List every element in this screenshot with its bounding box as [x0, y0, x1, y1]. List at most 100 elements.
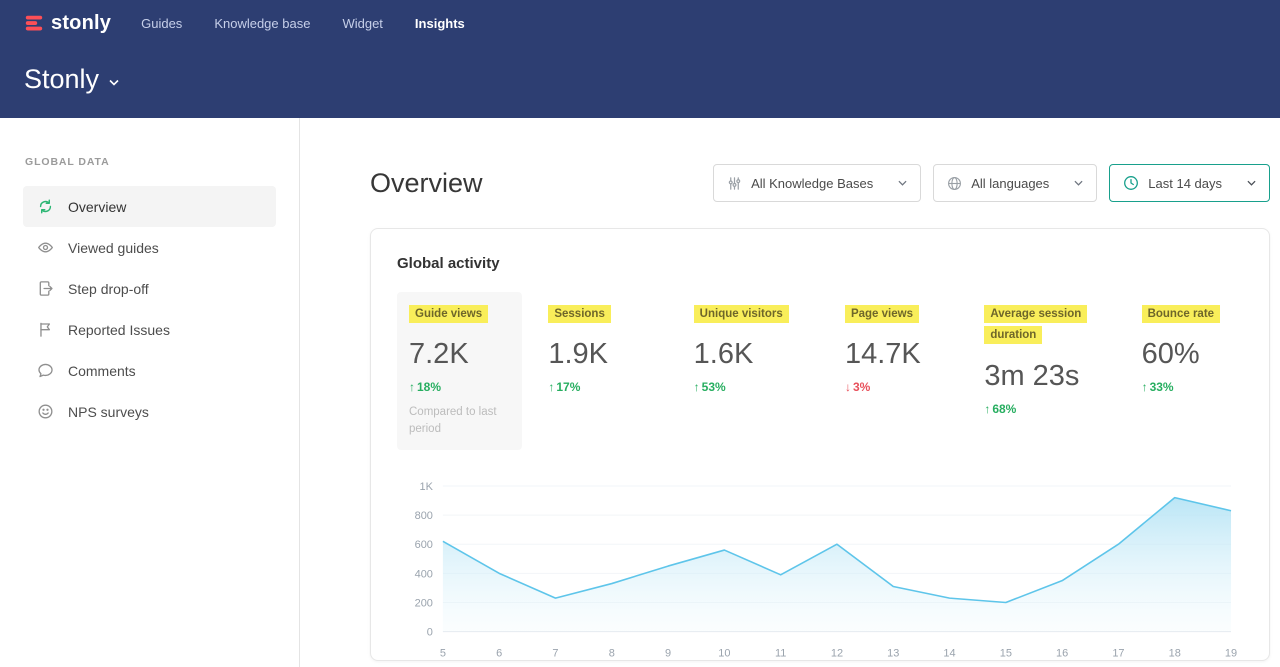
svg-text:14: 14 [943, 647, 955, 659]
activity-chart-svg: 0 200 400 600 800 1K 5 6 7 8 9 10 11 12 13 14 15 16 17 18 19 [415, 481, 1238, 660]
svg-text:5: 5 [440, 647, 446, 659]
filters: All Knowledge Bases All languages [713, 164, 1270, 202]
sidebar-item-label: Viewed guides [68, 239, 159, 256]
svg-text:800: 800 [415, 510, 433, 522]
metric-label: Average session duration [984, 305, 1088, 345]
svg-text:15: 15 [1000, 647, 1012, 659]
svg-text:1K: 1K [420, 481, 434, 493]
svg-text:0: 0 [427, 626, 433, 638]
nav-item-knowledge-base[interactable]: Knowledge base [214, 15, 311, 31]
stonly-logo-icon [24, 13, 44, 33]
filter-label: Last 14 days [1148, 175, 1222, 191]
flag-icon [37, 321, 54, 338]
metric-average-session-duration[interactable]: Average session duration 3m 23s ↑ 68% [972, 292, 1115, 450]
activity-chart: 0 200 400 600 800 1K 5 6 7 8 9 10 11 12 13 14 15 16 17 18 19 [397, 474, 1243, 660]
sidebar-item-label: Reported Issues [68, 321, 170, 338]
stonly-logo[interactable]: stonly [24, 12, 111, 35]
chevron-down-icon [898, 180, 907, 186]
trend-arrow-icon: ↓ [844, 380, 851, 395]
languages-filter[interactable]: All languages [933, 164, 1098, 202]
trend-arrow-icon: ↑ [409, 380, 415, 395]
filter-label: All Knowledge Bases [751, 175, 874, 191]
svg-text:200: 200 [415, 597, 433, 609]
metric-delta: ↑ 18% [409, 380, 442, 395]
metric-label: Sessions [548, 305, 611, 323]
metric-delta: ↑ 53% [693, 380, 726, 395]
sidebar-item-label: Step drop-off [68, 280, 149, 297]
metric-note: Compared to last period [409, 406, 497, 435]
sliders-icon [727, 176, 742, 191]
filter-label: All languages [971, 175, 1050, 191]
metric-delta: ↓ 3% [844, 380, 871, 395]
svg-text:6: 6 [496, 647, 502, 659]
chevron-down-icon [109, 79, 119, 86]
top-navigation: stonly Guides Knowledge base Widget Insi… [24, 0, 1256, 46]
svg-text:9: 9 [665, 647, 671, 659]
metric-unique-visitors[interactable]: Unique visitors 1.6K ↑ 53% [682, 292, 819, 450]
sidebar-item-overview[interactable]: Overview [23, 186, 276, 227]
svg-text:400: 400 [415, 568, 433, 580]
sidebar-item-step-drop-off[interactable]: Step drop-off [23, 268, 276, 309]
metric-bounce-rate[interactable]: Bounce rate 60% ↑ 33% [1130, 292, 1243, 450]
stonly-logo-text: stonly [51, 11, 112, 34]
svg-text:13: 13 [887, 647, 899, 659]
sync-icon [37, 198, 54, 215]
metric-value: 3m 23s [984, 359, 1080, 392]
svg-text:12: 12 [831, 647, 843, 659]
svg-text:7: 7 [552, 647, 558, 659]
metric-value: 60% [1141, 338, 1200, 371]
sidebar-item-label: Overview [68, 198, 127, 215]
page-body: GLOBAL DATA Overview Viewed guides [0, 118, 1280, 667]
speech-bubble-icon [37, 362, 54, 379]
svg-text:17: 17 [1112, 647, 1124, 659]
nav-item-insights[interactable]: Insights [414, 15, 465, 31]
trend-arrow-icon: ↑ [1141, 380, 1148, 395]
nav-item-widget[interactable]: Widget [342, 15, 383, 31]
date-range-filter[interactable]: Last 14 days [1109, 164, 1270, 202]
knowledge-bases-filter[interactable]: All Knowledge Bases [713, 164, 922, 202]
metric-label: Page views [844, 305, 919, 323]
clock-icon [1123, 175, 1139, 191]
svg-text:10: 10 [718, 647, 730, 659]
metric-value: 1.6K [693, 338, 754, 371]
svg-text:16: 16 [1056, 647, 1068, 659]
document-arrow-icon [37, 280, 54, 297]
sidebar-section-title: GLOBAL DATA [25, 156, 110, 168]
sidebar-item-reported-issues[interactable]: Reported Issues [23, 309, 276, 350]
nav-item-guides[interactable]: Guides [141, 15, 183, 31]
eye-icon [37, 239, 54, 256]
metric-page-views[interactable]: Page views 14.7K ↓ 3% [833, 292, 958, 450]
card-title: Global activity [397, 255, 500, 272]
globe-icon [947, 176, 962, 191]
svg-text:18: 18 [1169, 647, 1181, 659]
metric-value: 7.2K [409, 338, 469, 371]
nav-items: Guides Knowledge base Widget Insights [141, 16, 465, 31]
chevron-down-icon [1247, 180, 1256, 186]
sidebar-item-comments[interactable]: Comments [23, 350, 276, 391]
metric-sessions[interactable]: Sessions 1.9K ↑ 17% [536, 292, 667, 450]
svg-text:8: 8 [609, 647, 615, 659]
svg-text:19: 19 [1225, 647, 1237, 659]
metric-value: 1.9K [548, 338, 609, 371]
trend-arrow-icon: ↑ [984, 401, 991, 416]
sidebar-item-nps-surveys[interactable]: NPS surveys [23, 391, 276, 432]
metrics-row: Guide views 7.2K ↑ 18% Compared to last p… [397, 292, 1243, 450]
sidebar-item-viewed-guides[interactable]: Viewed guides [23, 227, 276, 268]
metric-label: Bounce rate [1141, 305, 1221, 323]
workspace-selector[interactable]: Stonly [24, 64, 119, 95]
metric-value: 14.7K [844, 338, 921, 371]
metric-delta: ↑ 33% [1141, 380, 1174, 395]
svg-text:11: 11 [775, 647, 786, 659]
global-activity-card: Global activity Guide views 7.2K ↑ 18% Co… [370, 228, 1270, 661]
metric-guide-views[interactable]: Guide views 7.2K ↑ 18% Compared to last p… [397, 292, 523, 450]
svg-text:600: 600 [415, 539, 433, 551]
sidebar-item-label: NPS surveys [68, 403, 149, 420]
metric-delta: ↑ 68% [984, 401, 1017, 416]
trend-arrow-icon: ↑ [548, 380, 555, 395]
sidebar: GLOBAL DATA Overview Viewed guides [0, 118, 300, 667]
page-title: Overview [370, 167, 483, 198]
metric-label: Guide views [409, 305, 489, 323]
main-content: Overview All Knowledge Bases [300, 118, 1280, 667]
smiley-icon [37, 403, 54, 420]
sidebar-item-label: Comments [68, 362, 136, 379]
